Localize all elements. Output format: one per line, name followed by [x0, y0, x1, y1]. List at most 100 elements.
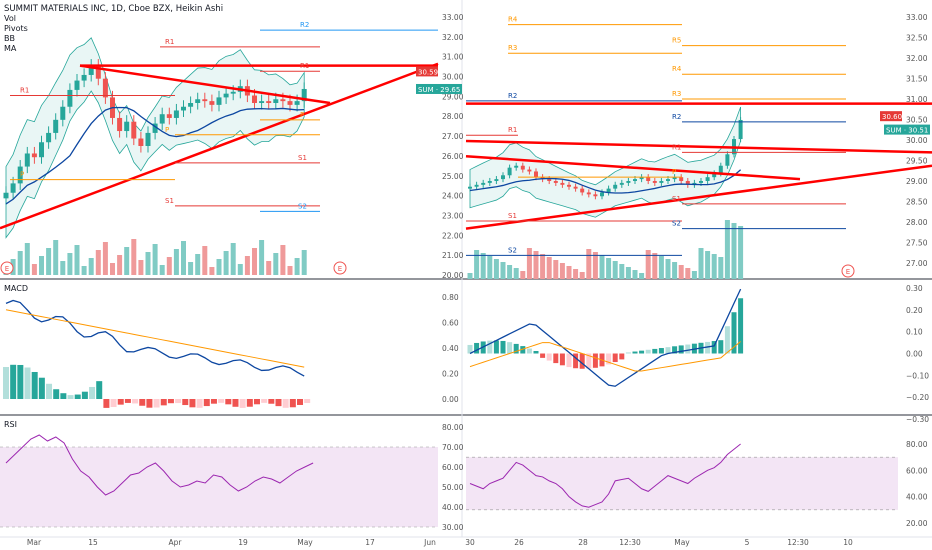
left-candle [230, 91, 236, 94]
left-macd-line [5, 299, 305, 377]
right-macd-histogram-bar [724, 326, 730, 354]
right-candle [527, 169, 532, 172]
right-pivot-label: R1 [672, 143, 681, 151]
right-volume-bar [685, 268, 691, 279]
right-candle [494, 179, 499, 181]
left-price-axis-tick: 26.00 [442, 152, 464, 161]
macd-label[interactable]: MACD [4, 284, 28, 293]
right-volume-bar [566, 266, 572, 279]
right-volume-bar [678, 265, 684, 279]
right-volume-bar [731, 223, 737, 279]
right-signal-line [469, 341, 741, 372]
left-candle [74, 80, 80, 90]
left-macd-histogram-bar [67, 395, 74, 399]
legend-item-ma[interactable]: MA [4, 44, 17, 53]
right-volume-bar [672, 262, 678, 279]
right-candle [672, 177, 677, 180]
right-rsi-axis-tick: 20.00 [906, 519, 928, 528]
right-candle [573, 186, 578, 189]
left-candle [46, 132, 52, 143]
left-time-axis-tick: Jun [423, 538, 436, 547]
right-volume-bar [652, 253, 658, 279]
right-price-axis-tick: 27.00 [906, 259, 928, 268]
left-ma-line [5, 106, 305, 205]
right-macd-histogram-bar [559, 353, 565, 366]
right-pivot-label: S1 [672, 195, 681, 203]
left-price-axis-tick: 20.00 [442, 271, 464, 280]
right-macd-histogram-bar [586, 353, 592, 369]
right-volume-bar [625, 267, 631, 279]
right-macd-histogram-bar [540, 353, 546, 358]
right-volume-bar [520, 271, 526, 279]
right-pivot-label: R2 [672, 113, 681, 121]
left-macd-histogram-bar [261, 399, 268, 403]
right-macd-axis-tick: 0.20 [906, 306, 923, 315]
right-macd-histogram-bar [612, 353, 618, 363]
right-macd-histogram-bar [731, 312, 737, 354]
earnings-marker-label: E [5, 265, 9, 273]
left-macd-axis-tick: 0.80 [442, 293, 459, 302]
right-macd-axis-tick: −0.30 [906, 415, 929, 424]
left-candle [216, 97, 222, 105]
right-time-axis-tick: 5 [745, 538, 750, 547]
left-candle [95, 65, 101, 79]
left-trendline-wedge [79, 64, 331, 105]
right-candle [547, 179, 552, 181]
right-candle [652, 181, 657, 183]
left-candle [195, 99, 201, 103]
right-candle [619, 182, 624, 185]
left-volume-bar [159, 265, 165, 275]
left-macd-histogram-bar [110, 399, 117, 408]
left-pivot-label: R1 [20, 87, 29, 95]
right-macd-histogram-bar [520, 346, 526, 354]
left-candle [67, 89, 73, 107]
right-candle [501, 175, 505, 180]
right-rsi-line [469, 443, 741, 508]
right-macd-histogram-bar [665, 347, 671, 354]
left-candle [10, 183, 16, 193]
left-volume-bar [280, 245, 286, 275]
left-volume-bar [266, 261, 272, 275]
legend-item-vol[interactable]: Vol [4, 14, 16, 23]
left-candle [280, 99, 286, 102]
symbol-title[interactable]: SUMMIT MATERIALS INC, 1D, Cboe BZX, Heik… [4, 4, 224, 14]
right-rsi-axis-tick: 60.00 [906, 466, 928, 475]
left-macd-histogram-bar [239, 399, 246, 408]
left-volume-bar [46, 248, 52, 275]
left-macd-histogram-bar [124, 399, 131, 403]
left-macd-axis-tick: 0.20 [442, 370, 459, 379]
left-volume-bar [124, 247, 130, 275]
right-candle [580, 188, 585, 193]
left-macd-histogram-bar [268, 399, 275, 404]
right-macd-histogram-bar [513, 343, 519, 354]
right-volume-bar [474, 250, 480, 279]
left-volume-bar [216, 259, 222, 275]
left-macd-histogram-bar [89, 386, 96, 399]
right-macd-histogram-bar [619, 353, 625, 360]
right-candle [705, 177, 710, 181]
left-price-axis-tick: 27.00 [442, 132, 464, 141]
rsi-label[interactable]: RSI [4, 420, 17, 429]
left-candle [173, 110, 179, 118]
left-macd-histogram-bar [46, 383, 53, 399]
right-time-axis-tick: 12:30 [787, 538, 809, 547]
right-price-axis-tick: 32.00 [906, 54, 928, 63]
left-time-axis-tick: May [297, 538, 313, 547]
left-macd-histogram-bar [210, 399, 217, 404]
left-macd-histogram-bar [132, 399, 139, 404]
right-pivot-label: R4 [508, 16, 518, 24]
legend-item-pivots[interactable]: Pivots [4, 24, 28, 33]
right-volume-bar [612, 261, 618, 279]
left-candle [202, 99, 208, 102]
right-price-axis-tick: 31.00 [906, 95, 928, 104]
left-time-axis-tick: 15 [88, 538, 98, 547]
legend-item-bb[interactable]: BB [4, 34, 15, 43]
right-candle [468, 186, 472, 189]
right-pivot-label: R3 [672, 90, 681, 98]
left-candle [31, 153, 37, 158]
right-macd-histogram-bar [672, 346, 678, 354]
left-macd-histogram-bar [139, 399, 146, 406]
right-candle [679, 177, 684, 181]
left-time-axis-tick: 19 [238, 538, 248, 547]
